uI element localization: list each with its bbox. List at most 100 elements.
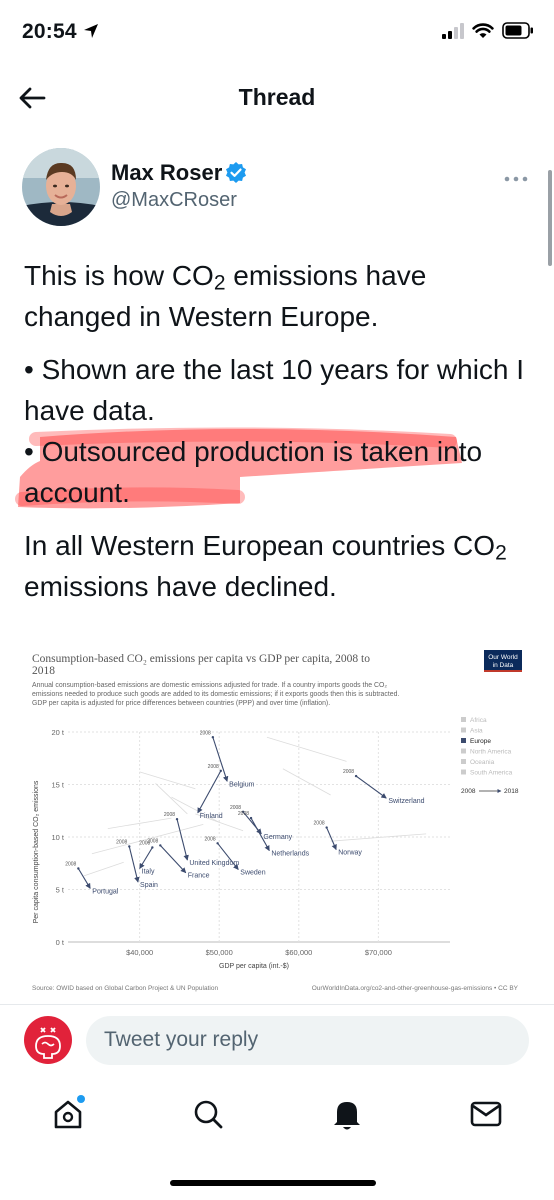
battery-icon	[502, 22, 533, 39]
series-label: Belgium	[229, 781, 254, 788]
series-label: Switzerland	[388, 798, 424, 805]
series-start-point	[128, 845, 131, 848]
series-start-year: 2008	[200, 730, 211, 736]
legend-swatch	[461, 769, 466, 775]
legend-item: South America	[470, 770, 513, 777]
series-start-point	[77, 867, 80, 870]
chart-image[interactable]: Consumption-based CO₂ emissions per capi…	[24, 640, 532, 1002]
legend-swatch	[461, 717, 466, 722]
series-start-point	[354, 774, 358, 778]
series-arrow-spain	[128, 846, 140, 883]
series-start-year: 2008	[314, 821, 325, 827]
messages-tab[interactable]	[466, 1094, 506, 1134]
chart-subtitle-1: Annual consumption-based emissions are d…	[32, 682, 387, 689]
background-trail	[107, 817, 172, 829]
series-arrow-united-kingdom	[176, 819, 189, 861]
owid-logo	[484, 650, 522, 672]
series-start-year: 2008	[204, 836, 215, 842]
marker-highlight	[15, 427, 462, 509]
legend-swatch	[461, 727, 466, 733]
wifi-icon	[472, 23, 494, 38]
page-title: Thread	[238, 84, 316, 110]
x-tick-label: $40,000	[126, 948, 153, 957]
series-start-point	[211, 736, 215, 739]
series-label: Germany	[263, 834, 292, 841]
owid-logo-text-2: in Data	[493, 662, 514, 669]
series-label: Finland	[200, 813, 223, 820]
background-trail	[91, 824, 204, 855]
verified-badge-icon	[224, 161, 248, 190]
series-arrow-sweden	[217, 842, 239, 870]
background-trail	[139, 771, 196, 790]
series-arrow-switzerland	[355, 775, 387, 799]
background-trail	[282, 768, 331, 796]
more-options-icon[interactable]	[504, 170, 528, 188]
series-arrow-portugal	[77, 868, 91, 889]
background-trail	[83, 861, 124, 877]
series-label: Netherlands	[271, 851, 309, 858]
series-label: Portugal	[92, 888, 119, 895]
author-handle[interactable]: @MaxCRoser	[111, 189, 237, 211]
reply-input[interactable]: Tweet your reply	[86, 1016, 529, 1065]
tweet-paragraph-3: • Outsourced production is taken into ac…	[24, 436, 483, 508]
y-tick-label: 10 t	[51, 833, 64, 842]
background-trail	[155, 783, 188, 815]
legend-year-start: 2008	[461, 788, 476, 795]
legend-item: North America	[470, 749, 512, 756]
series-start-point	[159, 844, 162, 847]
x-tick-label: $50,000	[206, 948, 233, 957]
series-start-year: 2008	[230, 805, 241, 811]
chart-subtitle-2: emissions needed to produce such goods a…	[32, 691, 399, 698]
y-tick-label: 5 t	[56, 886, 65, 895]
legend-year-end: 2018	[504, 788, 519, 795]
search-tab[interactable]	[188, 1094, 228, 1134]
home-indicator[interactable]	[170, 1180, 376, 1186]
reply-divider	[0, 1004, 554, 1005]
series-arrow-belgium	[212, 737, 229, 782]
owid-logo-text-1: Our World	[488, 654, 518, 661]
search-icon	[194, 1100, 223, 1129]
series-arrow-norway	[326, 827, 337, 851]
series-label: Norway	[338, 850, 362, 857]
x-tick-label: $70,000	[365, 948, 392, 957]
back-arrow-icon[interactable]	[18, 86, 46, 115]
legend-swatch	[461, 748, 466, 754]
author-name[interactable]: Max Roser	[111, 160, 223, 185]
series-start-point	[151, 846, 154, 849]
background-trail	[171, 796, 220, 823]
y-axis-label: Per capita consumption-based CO₂ emissio…	[33, 780, 40, 923]
series-start-point	[216, 842, 219, 845]
legend-swatch	[461, 738, 466, 743]
series-start-point	[249, 816, 253, 820]
series-start-point	[241, 810, 245, 813]
background-trail	[330, 833, 427, 842]
chart-title-2: 2018	[32, 665, 55, 677]
legend-item: Oceania	[470, 759, 495, 766]
author-avatar[interactable]	[22, 148, 100, 226]
y-tick-label: 20 t	[51, 728, 64, 737]
chart-title: Consumption-based CO₂ emissions per capi…	[32, 653, 370, 665]
reply-avatar[interactable]	[24, 1016, 72, 1064]
scrollbar-thumb[interactable]	[548, 170, 552, 266]
series-arrow-finland	[197, 770, 222, 814]
series-arrow-italy	[139, 847, 153, 869]
series-start-year: 2008	[65, 862, 76, 868]
tweet-text: This is how CO2 emissions have changed i…	[24, 255, 534, 619]
series-start-year: 2008	[238, 811, 249, 817]
series-start-year: 2008	[147, 838, 158, 844]
series-start-point	[219, 769, 222, 773]
tweet-paragraph-4: In all Western European countries CO2 em…	[24, 530, 507, 602]
location-arrow-icon	[83, 24, 98, 38]
x-tick-label: $60,000	[285, 948, 312, 957]
chart-source: Source: OWID based on Global Carbon Proj…	[32, 985, 218, 992]
home-tab[interactable]	[48, 1094, 88, 1134]
y-tick-label: 15 t	[51, 781, 64, 790]
series-label: France	[188, 873, 210, 880]
notifications-tab[interactable]	[327, 1094, 367, 1134]
series-label: Sweden	[240, 870, 265, 877]
tweet-paragraph-2: • Shown are the last 10 years for which …	[24, 354, 525, 426]
series-start-year: 2008	[343, 769, 354, 775]
x-axis-label: GDP per capita (int.-$)	[219, 963, 289, 970]
y-tick-label: 0 t	[56, 938, 65, 947]
series-label: Spain	[140, 882, 158, 889]
